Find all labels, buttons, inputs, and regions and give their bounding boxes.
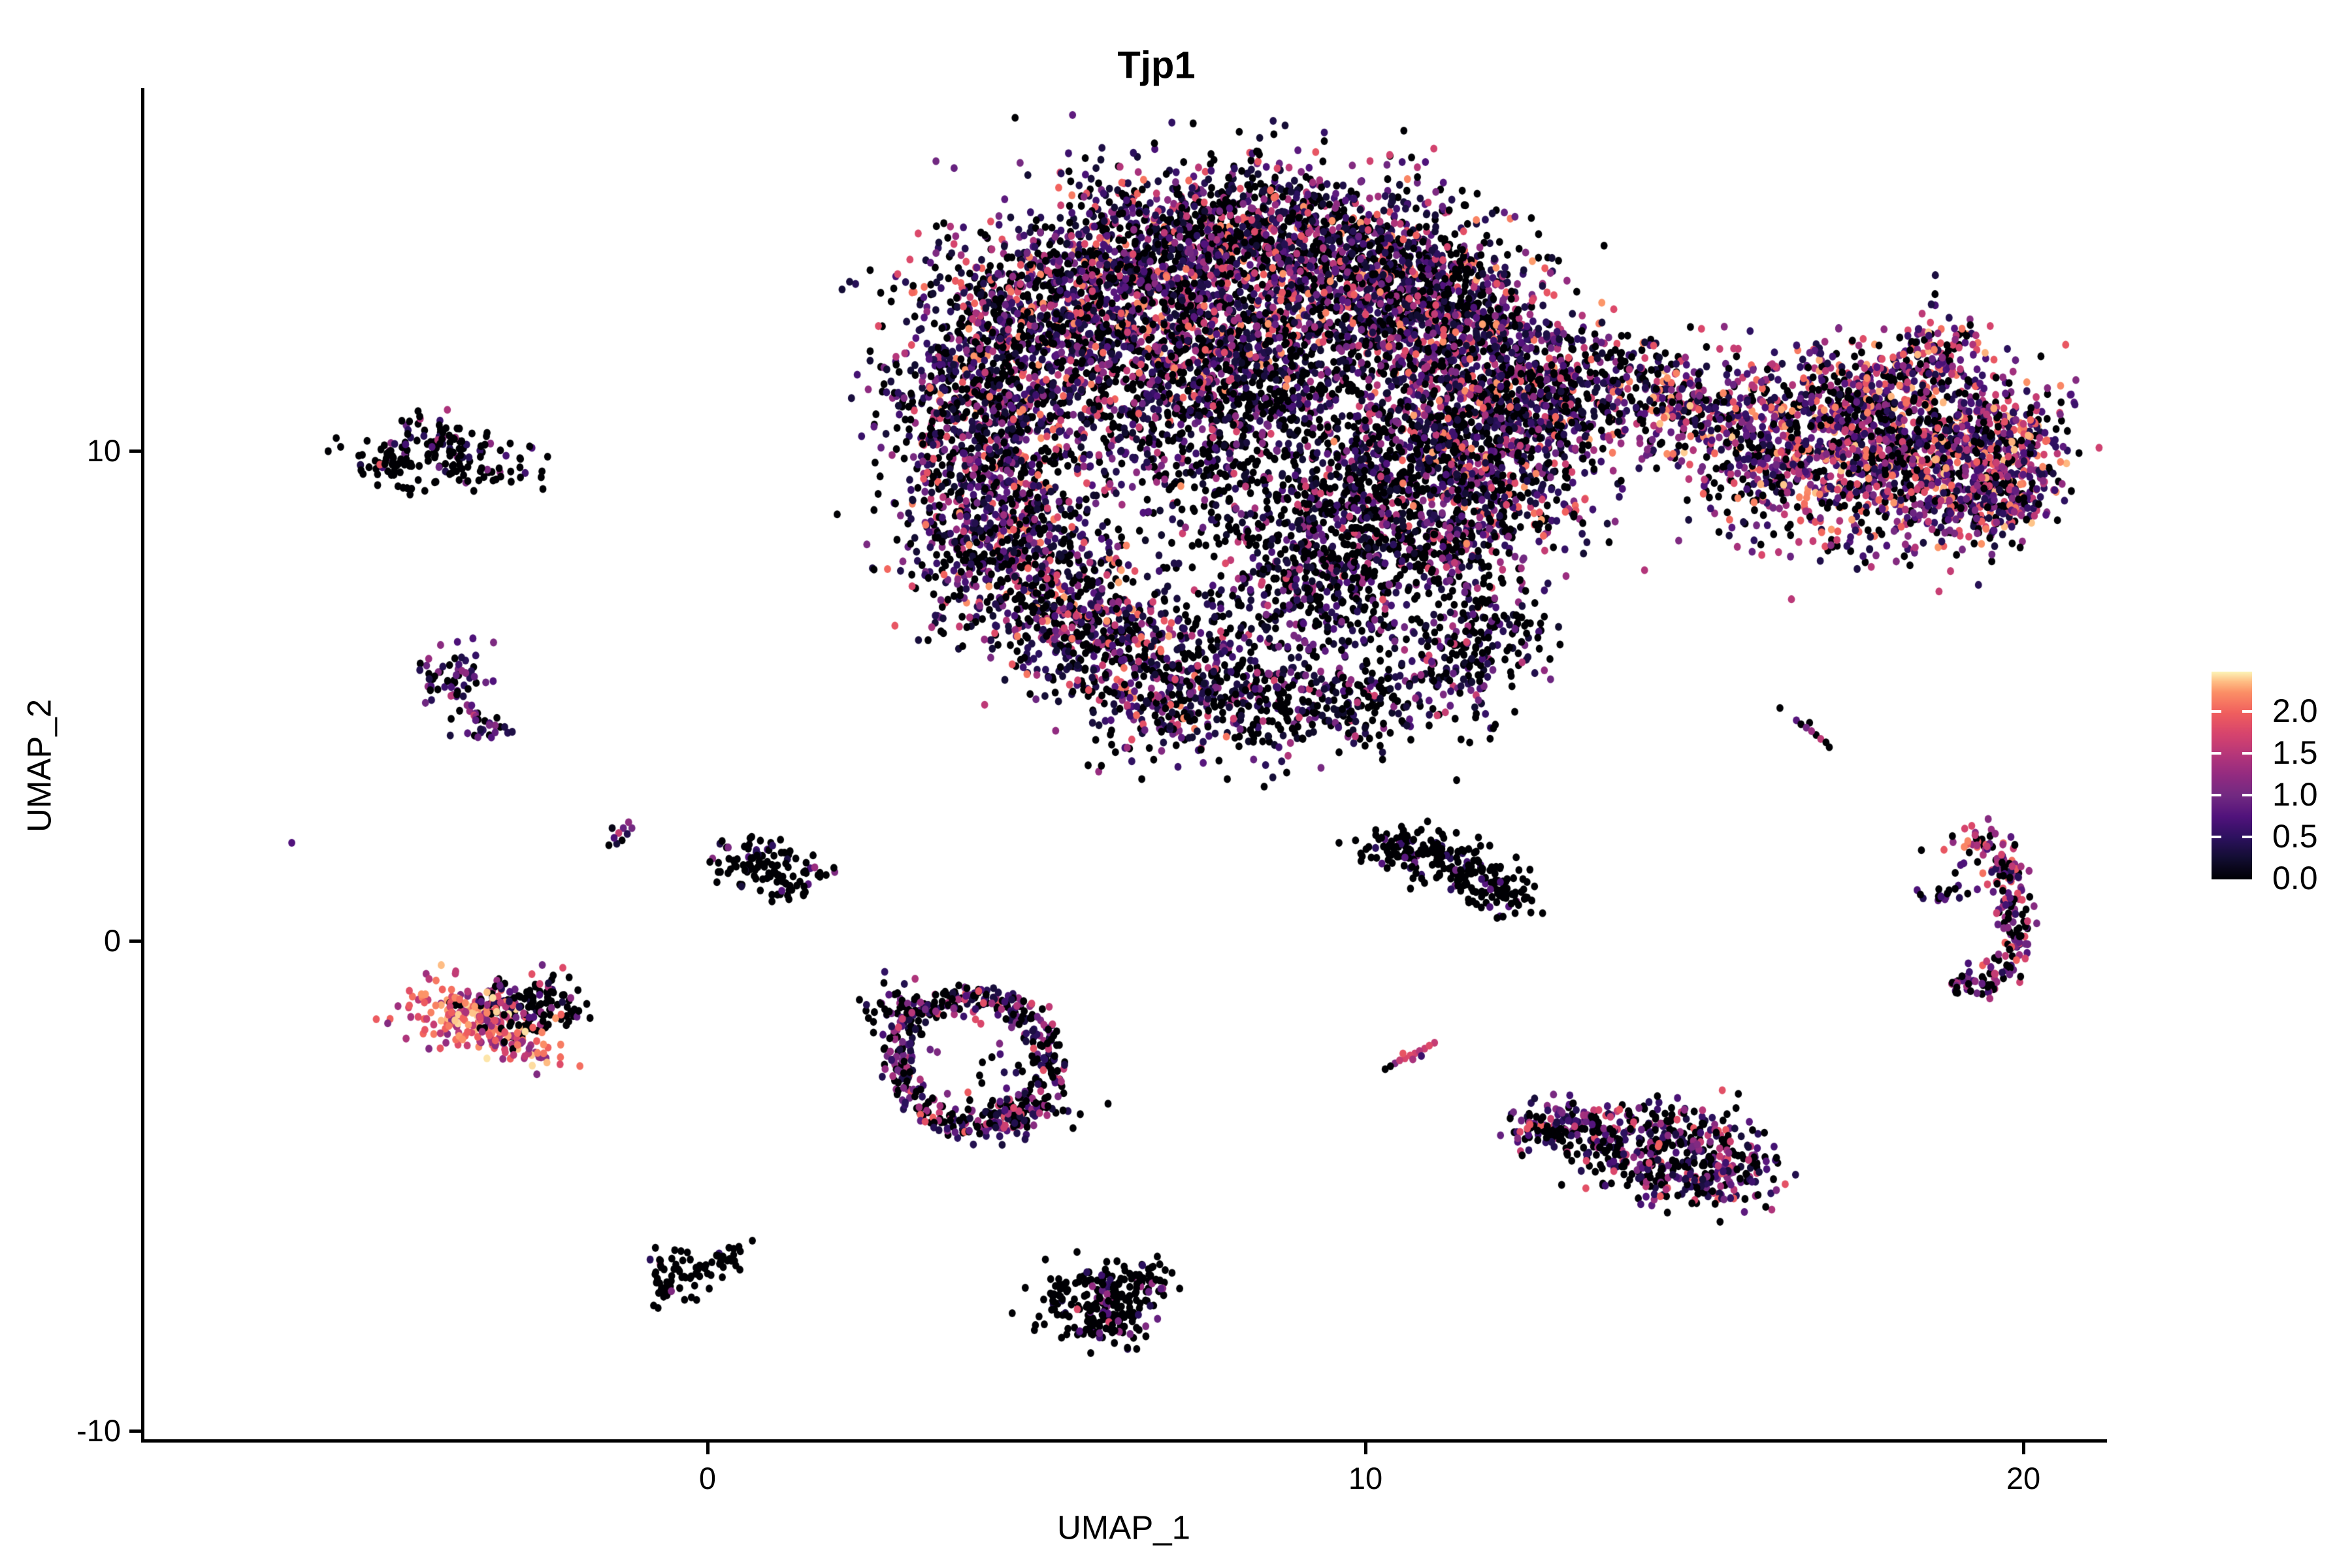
colorbar-tick-label: 1.0 — [2272, 776, 2318, 813]
colorbar-tick-label: 1.5 — [2272, 734, 2318, 771]
colorbar-tick-dash — [2242, 794, 2252, 796]
x-tick-label: 0 — [698, 1461, 717, 1495]
colorbar-tick-dash — [2242, 710, 2252, 713]
colorbar-tick-label: 2.0 — [2272, 693, 2318, 729]
colorbar-tick-dash — [2212, 836, 2221, 838]
y-tick-mark — [129, 939, 141, 943]
y-tick-mark — [129, 449, 141, 453]
y-axis-line — [141, 88, 144, 1443]
x-axis-title: UMAP_1 — [1056, 1509, 1191, 1546]
y-axis-title: UMAP_2 — [20, 698, 58, 833]
colorbar-legend — [2212, 672, 2252, 879]
colorbar-tick-dash — [2212, 794, 2221, 796]
x-tick-mark — [2022, 1443, 2025, 1454]
x-axis-line — [141, 1439, 2107, 1443]
x-tick-mark — [706, 1443, 710, 1454]
colorbar-tick-label: 0.0 — [2272, 860, 2318, 896]
x-tick-label: 20 — [2006, 1461, 2041, 1495]
x-tick-label: 10 — [1348, 1461, 1383, 1495]
y-tick-mark — [129, 1429, 141, 1433]
plot-title: Tjp1 — [1117, 44, 1196, 87]
colorbar-tick-dash — [2212, 710, 2221, 713]
colorbar-tick-dash — [2242, 752, 2252, 755]
y-tick-label: 0 — [103, 923, 121, 958]
x-tick-mark — [1364, 1443, 1367, 1454]
colorbar-tick-label: 0.5 — [2272, 818, 2318, 855]
colorbar-tick-dash — [2212, 752, 2221, 755]
colorbar-tick-dash — [2242, 836, 2252, 838]
y-tick-label: -10 — [76, 1413, 121, 1448]
y-tick-label: 10 — [86, 433, 121, 468]
